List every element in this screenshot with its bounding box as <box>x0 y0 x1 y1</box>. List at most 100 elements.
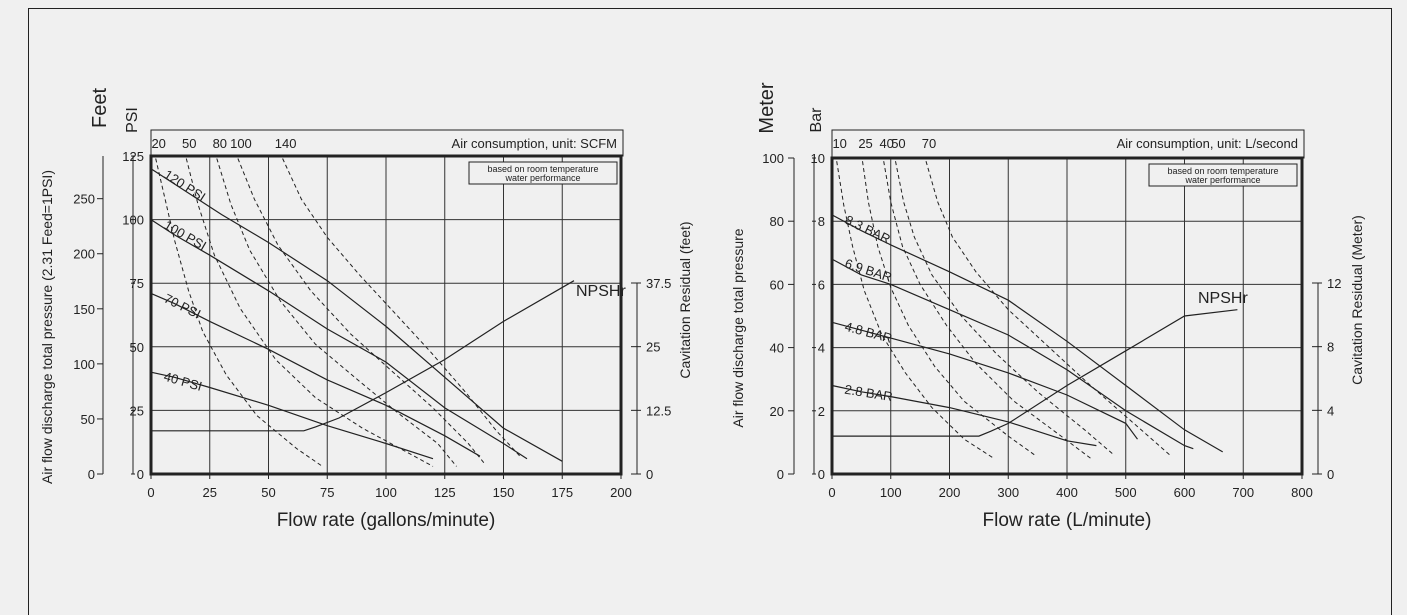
series-label: 8.3 BAR <box>843 212 893 247</box>
air-consumption-curve-50 <box>895 161 1115 456</box>
x-tick-label: 600 <box>1174 485 1196 500</box>
npshr-line <box>151 280 575 432</box>
y-tick-label: 75 <box>130 276 144 291</box>
air-tick-label: 25 <box>858 136 872 151</box>
y-tick-label: 0 <box>818 467 825 482</box>
x-tick-label: 800 <box>1291 485 1313 500</box>
axis-unit-title-2: Bar <box>808 107 825 133</box>
air-consumption-curve-40 <box>883 161 1091 459</box>
height-tick-label: 200 <box>73 247 95 262</box>
y-tick-label: 25 <box>130 403 144 418</box>
series-line <box>150 219 528 460</box>
height-tick-label: 250 <box>73 192 95 207</box>
y-tick-label: 10 <box>811 151 825 166</box>
y-tick-label: 4 <box>818 341 825 356</box>
air-tick-label: 80 <box>213 136 227 151</box>
air-tick-label: 70 <box>922 136 936 151</box>
y-tick-label: 0 <box>137 467 144 482</box>
right-axis-title: Cavitation Residual (Meter) <box>1349 215 1365 385</box>
series-line <box>831 321 1138 440</box>
cavitation-tick-label: 12 <box>1327 276 1341 291</box>
height-tick-label: 60 <box>770 277 784 292</box>
height-tick-label: 20 <box>770 404 784 419</box>
air-tick-label: 50 <box>891 136 905 151</box>
series-line <box>150 371 434 460</box>
npshr-label: NPSHr <box>576 283 626 300</box>
x-tick-label: 25 <box>203 485 217 500</box>
height-tick-label: 80 <box>770 214 784 229</box>
note-box <box>468 161 618 185</box>
x-tick-label: 150 <box>493 485 515 500</box>
cavitation-tick-label: 8 <box>1327 340 1334 355</box>
series-line <box>150 292 481 457</box>
x-tick-label: 50 <box>261 485 275 500</box>
axis-unit-title-1: Feet <box>89 88 111 128</box>
air-consumption-label: Air consumption, unit: L/second <box>1117 136 1298 151</box>
height-tick-label: 0 <box>777 467 784 482</box>
air-consumption-curve-80 <box>216 158 457 467</box>
height-tick-label: 40 <box>770 341 784 356</box>
y-axis-title: Air flow discharge total pressure (2.31 … <box>39 170 55 484</box>
air-consumption-curve-25 <box>862 161 1035 456</box>
series-label: 6.9 BAR <box>843 256 894 285</box>
air-tick-label: 140 <box>275 136 297 151</box>
air-consumption-curve-70 <box>925 161 1171 456</box>
x-tick-label: 125 <box>434 485 456 500</box>
x-axis-title: Flow rate (gallons/minute) <box>277 510 496 531</box>
note-line-1: based on room temperature <box>487 164 598 174</box>
axis-unit-title-2: PSI <box>124 107 141 133</box>
series-label: 40 PSI <box>162 369 204 394</box>
height-tick-label: 50 <box>81 412 95 427</box>
npshr-line <box>832 309 1238 437</box>
air-tick-label: 20 <box>151 136 165 151</box>
series-line <box>831 384 1097 447</box>
figure-frame <box>28 8 1392 615</box>
air-consumption-curve-100 <box>237 158 486 465</box>
x-tick-label: 0 <box>828 485 835 500</box>
x-tick-label: 200 <box>610 485 632 500</box>
air-consumption-tab <box>150 129 624 157</box>
x-tick-label: 300 <box>997 485 1019 500</box>
series-label: 2.8 BAR <box>844 382 894 405</box>
series-line <box>150 168 563 462</box>
air-consumption-label: Air consumption, unit: SCFM <box>452 136 617 151</box>
npshr-label: NPSHr <box>1198 290 1248 307</box>
x-tick-label: 75 <box>320 485 334 500</box>
height-tick-label: 100 <box>73 357 95 372</box>
air-tick-label: 50 <box>182 136 196 151</box>
x-tick-label: 400 <box>1056 485 1078 500</box>
y-tick-label: 6 <box>818 277 825 292</box>
chart-1: Air consumption, unit: SCFM 0 25 50 75 100 125… <box>39 88 693 531</box>
cavitation-tick-label: 25 <box>646 340 660 355</box>
series-label: 120 PSI <box>161 167 208 205</box>
x-tick-label: 100 <box>375 485 397 500</box>
right-axis-title: Cavitation Residual (feet) <box>677 221 693 378</box>
note-line-1: based on room temperature <box>1167 166 1278 176</box>
air-consumption-curve-140 <box>282 158 521 457</box>
cavitation-tick-label: 0 <box>646 467 653 482</box>
plot-frame <box>149 154 623 476</box>
note-box <box>1148 163 1298 187</box>
x-tick-label: 500 <box>1115 485 1137 500</box>
y-tick-label: 8 <box>818 214 825 229</box>
x-tick-label: 0 <box>147 485 154 500</box>
height-tick-label: 100 <box>762 151 784 166</box>
y-tick-label: 2 <box>818 404 825 419</box>
air-consumption-tab <box>831 129 1305 159</box>
air-tick-label: 100 <box>230 136 252 151</box>
air-tick-label: 10 <box>832 136 846 151</box>
cavitation-tick-label: 37.5 <box>646 276 671 291</box>
air-consumption-curve-50 <box>185 158 434 467</box>
axis-unit-title-1: Meter <box>756 82 778 133</box>
x-tick-label: 200 <box>939 485 961 500</box>
air-consumption-curve-10 <box>836 161 994 459</box>
y-tick-label: 50 <box>130 340 144 355</box>
series-label: 100 PSI <box>162 217 210 253</box>
height-tick-label: 0 <box>88 467 95 482</box>
note-line-2: water performance <box>504 173 580 183</box>
x-tick-label: 700 <box>1232 485 1254 500</box>
plot-frame <box>830 156 1304 476</box>
air-tick-label: 40 <box>879 136 893 151</box>
